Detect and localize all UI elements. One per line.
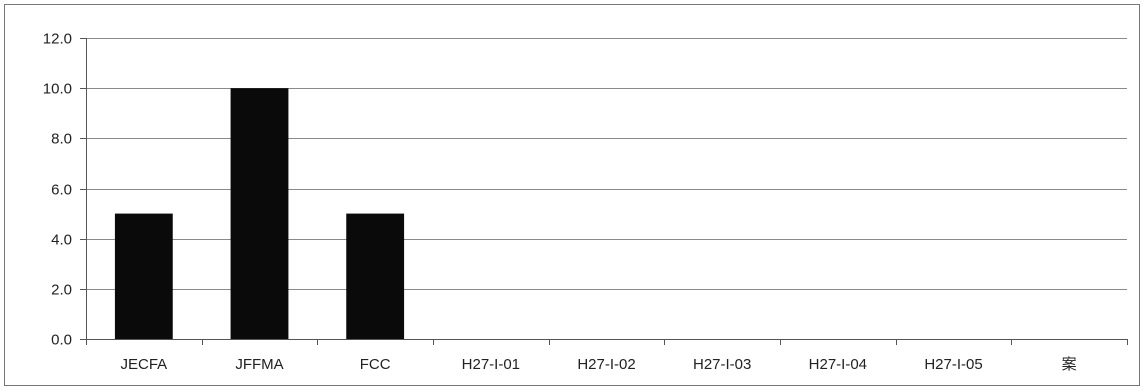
x-category-label: H27-I-01 — [462, 356, 520, 373]
bar-2 — [346, 213, 405, 339]
x-category-label: H27-I-03 — [693, 356, 751, 373]
x-category-label: H27-I-02 — [577, 356, 635, 373]
y-tick-label: 10.0 — [43, 81, 72, 98]
y-tick-label: 0.0 — [51, 332, 72, 349]
chart-frame: 0.0 2.0 4.0 6.0 8.0 10.0 12.0 JECFA JFFMA FCC H27… — [4, 4, 1140, 386]
bar-1 — [230, 88, 289, 340]
y-tick-label: 2.0 — [51, 282, 72, 299]
x-axis-category-labels: JECFA JFFMA FCC H27-I-01 H27-I-02 H27-I-03 H27… — [120, 355, 1076, 373]
y-tick-label: 12.0 — [43, 31, 72, 48]
x-category-label: 案 — [1062, 355, 1077, 373]
x-category-label: FCC — [360, 356, 391, 373]
y-tick-label: 6.0 — [51, 182, 72, 199]
y-tick-label: 4.0 — [51, 232, 72, 249]
bars — [114, 88, 405, 340]
x-category-label: H27-I-04 — [809, 356, 867, 373]
y-tick-label: 8.0 — [51, 131, 72, 148]
bar-chart: 0.0 2.0 4.0 6.0 8.0 10.0 12.0 JECFA JFFMA FCC H27… — [43, 31, 1128, 373]
x-category-label: JFFMA — [235, 356, 283, 373]
bar-0 — [114, 213, 173, 339]
x-category-label: JECFA — [120, 356, 167, 373]
x-category-label: H27-I-05 — [924, 356, 982, 373]
axes — [80, 38, 1128, 345]
y-axis-tick-labels: 0.0 2.0 4.0 6.0 8.0 10.0 12.0 — [43, 31, 72, 349]
